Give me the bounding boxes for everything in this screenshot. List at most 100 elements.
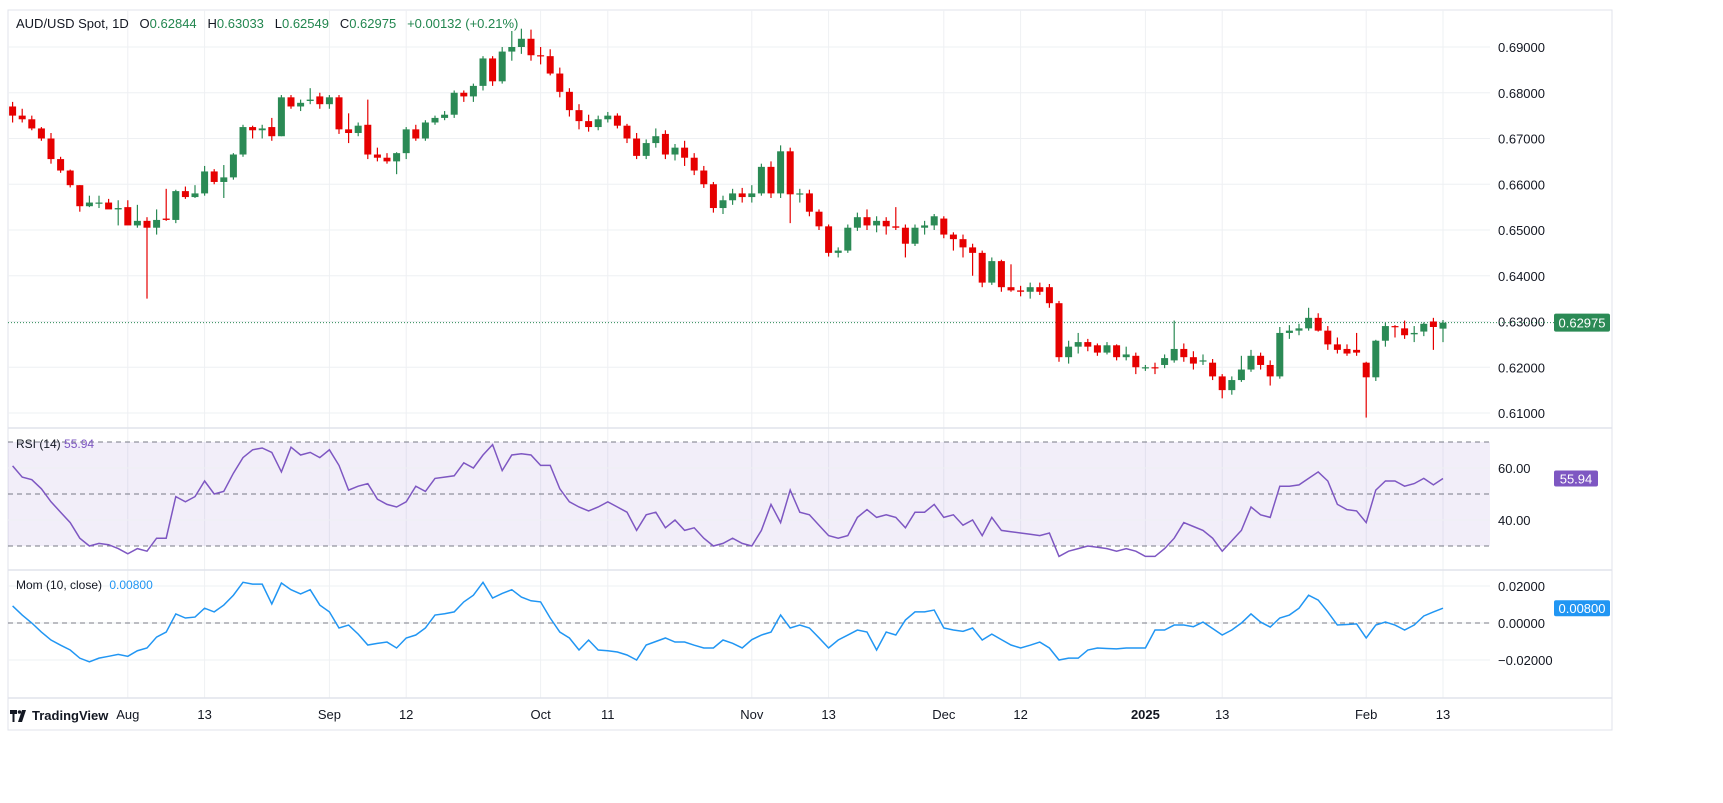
candle-body (969, 247, 977, 253)
candle-body (949, 234, 957, 240)
rsi-legend[interactable]: RSI (14) 55.94 (16, 437, 94, 451)
candle-body (825, 226, 833, 253)
candle (1362, 361, 1370, 418)
candle-body (853, 217, 861, 228)
candle (988, 257, 996, 285)
candle-body (124, 207, 132, 226)
candle (1420, 322, 1428, 337)
candle (191, 185, 199, 198)
candle (383, 153, 391, 164)
candle-body (729, 193, 737, 201)
candle-body (1305, 317, 1313, 329)
candle-body (153, 219, 161, 228)
candle (1381, 322, 1389, 347)
candle-body (873, 220, 881, 226)
candle-body (431, 117, 439, 123)
candle (604, 111, 612, 123)
candle-body (143, 220, 151, 228)
candle (1180, 343, 1188, 362)
candle-body (834, 250, 842, 253)
candle (1113, 344, 1121, 361)
candle-body (105, 202, 113, 210)
candle-body (796, 193, 804, 195)
candle-body (229, 154, 237, 178)
x-tick-label: Aug (116, 707, 139, 722)
candle (124, 200, 132, 226)
candle (306, 88, 314, 105)
x-tick-label: 13 (821, 707, 835, 722)
candle-body (901, 227, 909, 244)
candle (229, 153, 237, 180)
candle-body (1266, 364, 1274, 377)
momentum-tick-label: −0.02000 (1498, 653, 1553, 668)
candle (834, 247, 842, 258)
candle (153, 209, 161, 235)
candle (297, 99, 305, 112)
candle-body (66, 170, 74, 186)
rsi-value-badge-label: 55.94 (1560, 472, 1593, 487)
candle (287, 95, 295, 109)
candle-body (47, 138, 55, 160)
candle (1141, 364, 1149, 371)
x-tick-label: 12 (1013, 707, 1027, 722)
candle (249, 125, 257, 139)
candle (527, 29, 535, 61)
candle-body (921, 225, 929, 228)
candle-body (18, 115, 26, 120)
candle-body (1084, 342, 1092, 347)
candle (393, 152, 401, 175)
candle-body (748, 193, 756, 198)
rsi-tick-label: 60.00 (1498, 461, 1531, 476)
candle-body (1324, 330, 1332, 345)
price-tick-label: 0.64000 (1498, 269, 1545, 284)
candle (181, 186, 189, 199)
candle-body (815, 211, 823, 227)
candle (1247, 349, 1255, 372)
candle-body (57, 159, 65, 171)
tradingview-logo-icon (10, 709, 26, 722)
candle-body (1362, 362, 1370, 378)
candle (479, 56, 487, 91)
candle-body (1093, 345, 1101, 353)
candle (537, 47, 545, 65)
candle-body (1113, 345, 1121, 358)
candle (28, 115, 36, 131)
candle (469, 83, 477, 102)
candle-body (85, 202, 93, 207)
candle-body (383, 157, 391, 162)
x-tick-label: 11 (601, 707, 615, 722)
candle (354, 122, 362, 137)
candle-body (1189, 357, 1197, 364)
symbol-legend: AUD/USD Spot, 1D O0.62844 H0.63033 L0.62… (16, 16, 518, 31)
rsi-value-badge (1554, 470, 1598, 487)
candle (1026, 282, 1034, 299)
candle-body (1228, 380, 1236, 391)
candle-body (700, 170, 708, 185)
candle (1429, 317, 1437, 350)
candle-body (575, 110, 583, 122)
x-tick-label: 2025 (1131, 707, 1160, 722)
candle (863, 209, 871, 230)
candle-body (709, 184, 717, 209)
candle (1218, 374, 1226, 399)
x-tick-label: 13 (1215, 707, 1229, 722)
candle-body (412, 129, 420, 139)
candle-body (1276, 332, 1284, 377)
candle-body (1065, 346, 1073, 358)
candle (1007, 264, 1015, 292)
candle (633, 133, 641, 160)
x-tick-label: Nov (740, 707, 764, 722)
candle (1276, 326, 1284, 379)
candle (1199, 354, 1207, 365)
candle (921, 220, 929, 235)
candle (594, 115, 602, 131)
momentum-legend[interactable]: Mom (10, close) 0.00800 (16, 578, 153, 592)
candle (37, 127, 45, 141)
candle (940, 216, 948, 239)
candle-body (585, 121, 593, 128)
candle-body (1381, 326, 1389, 341)
tradingview-logo[interactable]: TradingView (10, 708, 108, 723)
candle (1391, 325, 1399, 338)
candle-body (1199, 360, 1207, 362)
